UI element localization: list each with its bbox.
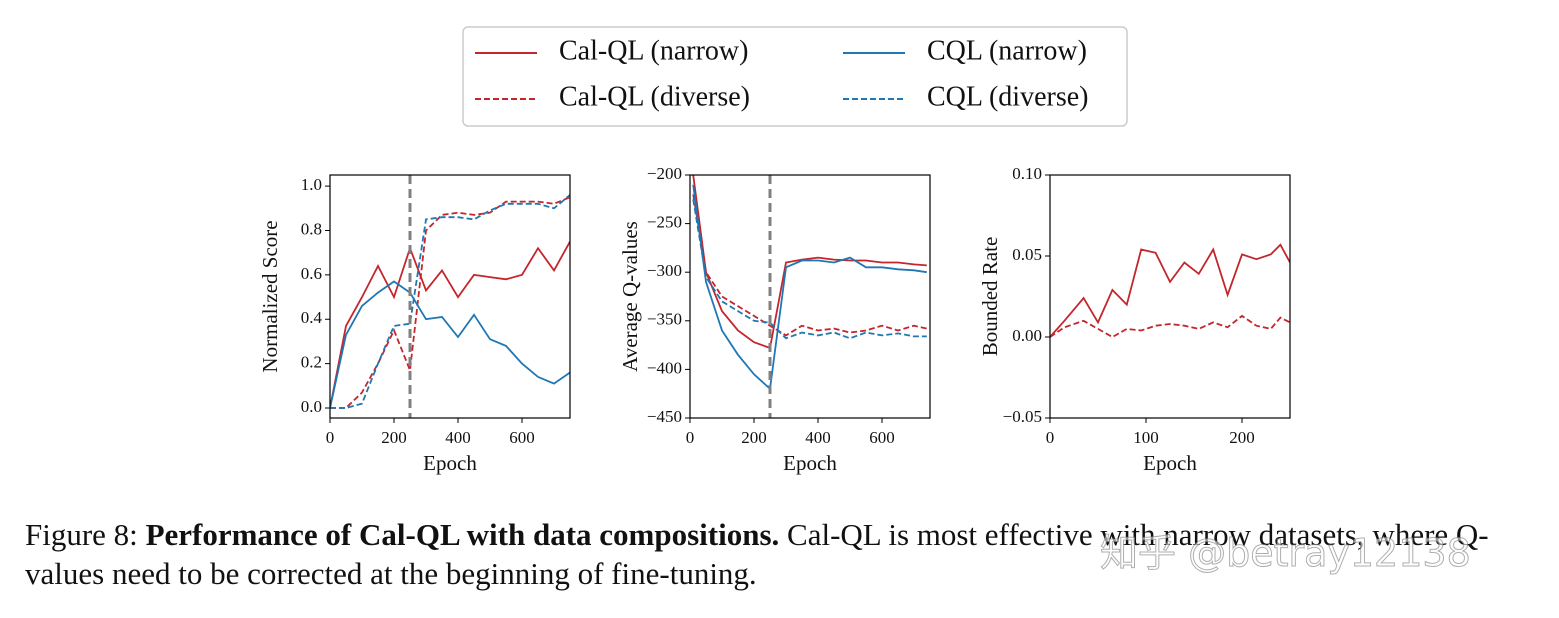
y-tick-label: −0.05 [1003,407,1042,426]
x-tick-label: 0 [686,428,695,447]
y-tick-label: 1.0 [301,175,322,194]
x-tick-label: 100 [1133,428,1159,447]
series-line [692,175,927,350]
series-line [1050,243,1290,338]
x-tick-label: 200 [381,428,407,447]
x-tick-label: 0 [1046,428,1055,447]
x-tick-label: 200 [1229,428,1255,447]
y-tick-label: 0.4 [301,308,323,327]
series-line [330,196,570,409]
legend-label: Cal-QL (diverse) [559,81,750,112]
y-axis-label: Average Q-values [618,221,642,372]
x-axis-label: Epoch [1143,451,1197,475]
y-tick-label: −250 [647,213,682,232]
series-line [692,184,927,391]
y-tick-label: 0.10 [1012,164,1042,183]
caption-bold: Performance of Cal-QL with data composit… [145,517,780,552]
x-axis-label: Epoch [423,451,477,475]
y-axis-label: Normalized Score [258,220,282,372]
caption-text: Cal-QL is most effective with narrow dat… [25,517,1489,591]
series-line [330,194,570,409]
series-line [330,280,570,409]
x-tick-label: 400 [445,428,471,447]
series-line [330,241,570,409]
y-tick-label: −200 [647,164,682,183]
plot-frame [329,174,571,419]
y-tick-label: 0.00 [1012,326,1042,345]
series-line [692,194,927,337]
y-tick-label: 0.6 [301,264,322,283]
plot-frame [1049,174,1291,419]
y-tick-label: 0.05 [1012,245,1042,264]
legend-box [462,26,1128,127]
x-tick-label: 600 [509,428,535,447]
x-axis-label: Epoch [783,451,837,475]
series-line [692,199,927,340]
y-tick-label: 0.2 [301,353,322,372]
x-tick-label: 400 [805,428,831,447]
y-tick-label: −350 [647,310,682,329]
y-tick-label: −300 [647,261,682,280]
x-tick-label: 600 [869,428,895,447]
caption: Figure 8: Performance of Cal-QL with dat… [25,515,1545,593]
y-tick-label: 0.0 [301,397,322,416]
y-axis-label: Bounded Rate [978,237,1002,357]
y-tick-label: −400 [647,358,682,377]
legend-label: CQL (diverse) [927,81,1088,112]
y-tick-label: −450 [647,407,682,426]
y-tick-label: 0.8 [301,219,322,238]
caption-label: Figure 8: [25,517,138,552]
watermark: 知乎 @betray12138 [1100,531,1472,576]
x-tick-label: 200 [741,428,767,447]
legend-label: Cal-QL (narrow) [559,35,748,66]
series-line [1050,314,1290,339]
plot-frame [689,174,931,419]
legend-label: CQL (narrow) [927,35,1087,66]
x-tick-label: 0 [326,428,335,447]
